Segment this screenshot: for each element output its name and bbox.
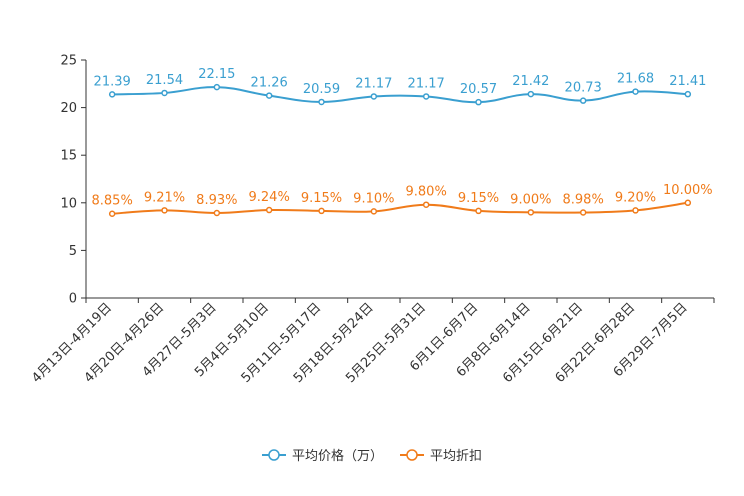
data-point	[213, 209, 221, 217]
data-label: 9.80%	[406, 185, 447, 200]
y-tick-label: 5	[69, 244, 77, 259]
data-point	[579, 209, 587, 216]
data-point	[265, 92, 273, 99]
y-tick-label: 0	[69, 292, 77, 307]
y-tick-label: 10	[60, 196, 77, 211]
data-point	[370, 208, 378, 215]
data-label: 21.54	[146, 73, 183, 88]
data-label: 20.73	[565, 81, 602, 96]
data-point	[213, 83, 221, 91]
data-point	[475, 207, 482, 215]
data-label: 9.20%	[615, 190, 656, 205]
data-point	[475, 98, 482, 106]
data-point	[527, 209, 535, 216]
series-1: 21.39 21.54 22.15 21.26 20.59 21.17 21.17 20.57…	[94, 67, 706, 106]
y-tick-label: 15	[60, 149, 77, 164]
y-tick-label: 20	[60, 101, 77, 116]
data-point	[318, 98, 325, 106]
y-tick-label: 25	[60, 54, 77, 69]
x-axis-ticks: 4月13日-4月19日4月20日-4月26日4月27日-5月3日5月4日-5月1…	[29, 298, 715, 386]
legend-item[interactable]: 平均折扣	[400, 449, 482, 464]
data-label: 8.93%	[196, 193, 237, 208]
y-axis-ticks: 0 5 10 15 20 25	[60, 54, 86, 307]
series-2: 8.85% 9.21% 8.93% 9.24% 9.15% 9.10% 9.80% 9.15%…	[92, 183, 713, 217]
data-label: 21.39	[94, 74, 131, 89]
data-point	[422, 201, 430, 208]
data-label: 21.41	[669, 74, 706, 89]
legend-label: 平均价格（万）	[292, 448, 383, 464]
data-label: 21.26	[251, 76, 288, 91]
legend-circle-marker	[406, 449, 418, 461]
data-label: 9.00%	[510, 192, 551, 207]
data-point	[161, 89, 168, 97]
data-point	[265, 206, 273, 214]
data-point	[318, 207, 325, 215]
data-label: 20.59	[303, 82, 340, 97]
data-point	[632, 207, 639, 214]
data-label: 9.15%	[301, 191, 342, 206]
data-label: 9.10%	[353, 191, 394, 206]
data-point	[684, 199, 692, 207]
legend-circle-marker	[268, 449, 280, 461]
data-label: 20.57	[460, 82, 497, 97]
chart-legend[interactable]: 平均价格（万） 平均折扣	[262, 448, 482, 464]
chart-series: 21.39 21.54 22.15 21.26 20.59 21.17 21.17 20.57…	[92, 67, 713, 217]
data-label: 22.15	[198, 67, 235, 82]
data-point	[527, 90, 535, 98]
data-label: 8.98%	[563, 193, 604, 208]
legend-item[interactable]: 平均价格（万）	[262, 448, 383, 464]
data-point	[684, 90, 692, 98]
series-line	[112, 86, 688, 104]
data-label: 21.17	[355, 76, 392, 91]
data-label: 10.00%	[663, 183, 713, 198]
data-point	[579, 97, 587, 104]
data-label: 9.15%	[458, 191, 499, 206]
data-label: 21.42	[512, 74, 549, 89]
data-label: 21.68	[617, 72, 654, 87]
data-point	[108, 91, 116, 98]
data-point	[108, 210, 116, 217]
data-label: 21.17	[408, 76, 445, 91]
data-point	[370, 93, 378, 100]
data-label: 9.24%	[249, 190, 290, 205]
data-point	[422, 93, 430, 100]
data-label: 8.85%	[92, 194, 133, 209]
series-line	[112, 201, 688, 215]
legend-label: 平均折扣	[430, 449, 482, 464]
data-point	[632, 88, 639, 95]
data-point	[161, 207, 168, 214]
data-label: 9.21%	[144, 190, 185, 205]
